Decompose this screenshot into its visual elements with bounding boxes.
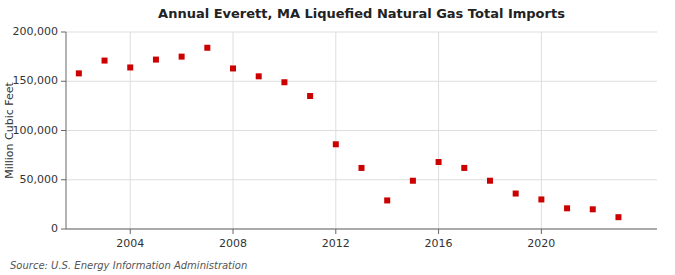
tick-label: 2020 <box>527 237 555 250</box>
point <box>461 165 467 171</box>
tick-label: 2012 <box>322 237 350 250</box>
x-axis-line <box>66 229 657 230</box>
tick-label: 2008 <box>219 237 247 250</box>
point <box>436 159 442 165</box>
y-axis-label: Million Cubic Feet <box>3 81 16 178</box>
tick <box>61 179 66 180</box>
point <box>230 65 236 71</box>
point <box>256 73 262 79</box>
point <box>384 197 390 203</box>
point <box>179 54 185 60</box>
point <box>564 205 570 211</box>
tick <box>130 229 131 234</box>
chart: 0 50,000 100,000 150,000 200,000 2004 2008 2012… <box>0 0 675 275</box>
point <box>204 45 210 51</box>
tick <box>541 229 542 234</box>
axes: 0 50,000 100,000 150,000 200,000 2004 2008 2012… <box>13 25 658 250</box>
tick-label: 100,000 <box>13 124 59 137</box>
point <box>102 58 108 64</box>
tick <box>61 229 66 230</box>
point <box>281 79 287 85</box>
grid-line <box>233 32 234 229</box>
grid <box>66 32 657 229</box>
point <box>487 178 493 184</box>
tick-label: 150,000 <box>13 74 59 87</box>
tick-label: 200,000 <box>13 25 59 38</box>
tick-label: 50,000 <box>20 173 59 186</box>
point <box>76 70 82 76</box>
tick-label: 2004 <box>116 237 144 250</box>
point <box>615 214 621 220</box>
grid-line <box>130 32 131 229</box>
point <box>513 191 519 197</box>
tick <box>335 229 336 234</box>
grid-line <box>66 130 657 131</box>
tick <box>61 32 66 33</box>
point <box>410 178 416 184</box>
grid-line <box>66 81 657 82</box>
point <box>153 57 159 63</box>
title: Annual Everett, MA Liquefied Natural Gas… <box>158 6 565 21</box>
grid-line <box>438 32 439 229</box>
point <box>590 206 596 212</box>
background <box>0 0 675 275</box>
tick <box>233 229 234 234</box>
grid-line <box>66 229 657 230</box>
point <box>538 196 544 202</box>
annotation: Source: U.S. Energy Information Administ… <box>10 260 247 271</box>
tick-label: 2016 <box>425 237 453 250</box>
grid-line <box>66 32 657 33</box>
tick <box>61 81 66 82</box>
tick <box>61 130 66 131</box>
point <box>333 141 339 147</box>
point <box>359 165 365 171</box>
point <box>307 93 313 99</box>
grid-line <box>335 32 336 229</box>
y-axis-line <box>66 32 67 229</box>
tick <box>438 229 439 234</box>
grid-line <box>66 179 657 180</box>
points <box>76 45 622 220</box>
point <box>127 64 133 70</box>
tick-label: 0 <box>51 222 58 235</box>
